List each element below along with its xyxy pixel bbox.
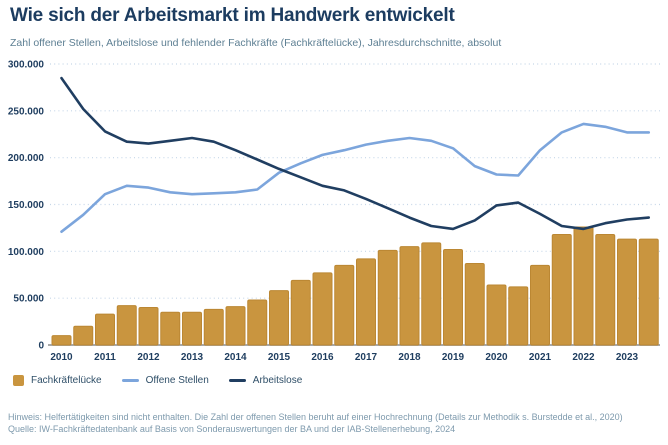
y-tick-label: 200.000: [8, 153, 45, 164]
bar-fachkraefteluecke-2012-h2: [160, 311, 181, 346]
bar-fachkraefteluecke-2010-h1: [51, 335, 72, 346]
y-tick-label: 0: [38, 341, 44, 352]
legend-item-fachkraefteluecke: Fachkräftelücke: [13, 375, 102, 386]
bar-fachkraefteluecke-2023-h2: [638, 238, 659, 346]
footnote-hinweis: Hinweis: Helfertätigkeiten sind nicht en…: [8, 412, 623, 422]
legend: Fachkräftelücke Offene Stellen Arbeitslo…: [13, 375, 302, 386]
bar-fachkraefteluecke-2015-h2: [290, 279, 311, 346]
x-tick-label-2010: 2010: [50, 352, 73, 363]
line-arbeitslose: [60, 76, 651, 231]
bar-fachkraefteluecke-2022-h1: [573, 226, 594, 346]
bar-fachkraefteluecke-2011-h1: [95, 313, 115, 346]
y-tick-label: 100.000: [8, 247, 45, 258]
x-tick-label-2020: 2020: [485, 352, 508, 363]
bar-fachkraefteluecke-2022-h2: [595, 233, 616, 346]
x-tick-label-2022: 2022: [572, 352, 595, 363]
legend-label: Offene Stellen: [145, 375, 209, 386]
bar-fachkraefteluecke-2015-h1: [269, 290, 289, 346]
legend-label: Arbeitslose: [252, 375, 303, 386]
bar-fachkraefteluecke-2018-h1: [399, 246, 420, 346]
x-tick-label-2018: 2018: [398, 352, 421, 363]
x-tick-label-2013: 2013: [181, 352, 204, 363]
bar-fachkraefteluecke-2019-h1: [443, 248, 463, 346]
y-tick-label: 250.000: [8, 106, 45, 117]
bar-fachkraefteluecke-2018-h2: [421, 242, 442, 346]
chart-canvas: 0 50.000 100.000 150.000 200.000 250.000 300.0…: [8, 60, 660, 363]
bar-fachkraefteluecke-2017-h1: [356, 258, 376, 346]
page-title: Wie sich der Arbeitsmarkt im Handwerk en…: [10, 5, 455, 26]
chart-subtitle: Zahl offener Stellen, Arbeitslose und fe…: [10, 37, 502, 49]
bar-fachkraefteluecke-2020-h1: [486, 284, 507, 346]
bar-fachkraefteluecke-2016-h1: [312, 272, 333, 346]
bar-fachkraefteluecke-2023-h1: [617, 238, 637, 346]
bar-fachkraefteluecke-2013-h1: [182, 311, 202, 346]
bar-swatch-icon: [13, 375, 24, 386]
x-tick-label-2012: 2012: [137, 352, 160, 363]
x-tick-label-2021: 2021: [529, 352, 552, 363]
legend-label: Fachkräftelücke: [31, 375, 102, 386]
legend-item-offene-stellen: Offene Stellen: [121, 375, 209, 386]
bar-fachkraefteluecke-2013-h2: [203, 308, 224, 346]
bar-fachkraefteluecke-2019-h2: [464, 263, 485, 346]
bar-fachkraefteluecke-2021-h2: [551, 233, 572, 346]
y-tick-label: 300.000: [8, 60, 45, 71]
bar-fachkraefteluecke-2012-h1: [138, 307, 159, 346]
footnotes: Hinweis: Helfertätigkeiten sind nicht en…: [8, 412, 664, 435]
x-tick-label-2016: 2016: [311, 352, 334, 363]
footnote-quelle: Quelle: IW-Fachkräftedatenbank auf Basis…: [8, 423, 456, 434]
bar-fachkraefteluecke-2011-h2: [116, 305, 137, 346]
x-tick-label-2015: 2015: [268, 352, 291, 363]
bar-fachkraefteluecke-2014-h2: [247, 299, 268, 346]
y-tick-label: 50.000: [13, 294, 44, 305]
x-tick-label-2023: 2023: [616, 352, 639, 363]
bar-fachkraefteluecke-2016-h2: [334, 264, 355, 346]
bar-fachkraefteluecke-2020-h2: [508, 286, 529, 346]
x-tick-label-2017: 2017: [355, 352, 378, 363]
bar-fachkraefteluecke-2017-h2: [377, 249, 398, 346]
x-tick-label-2019: 2019: [442, 352, 465, 363]
x-tick-label-2014: 2014: [224, 352, 247, 363]
bar-fachkraefteluecke-2014-h1: [225, 306, 246, 346]
bar-fachkraefteluecke-2010-h2: [73, 325, 94, 346]
legend-item-arbeitslose: Arbeitslose: [228, 375, 303, 386]
line-offene-stellen: [60, 122, 651, 233]
line-swatch-icon: [228, 379, 246, 382]
bar-fachkraefteluecke-2021-h1: [530, 264, 550, 346]
x-tick-label-2011: 2011: [94, 352, 116, 363]
line-swatch-icon: [121, 379, 139, 382]
y-tick-label: 150.000: [8, 200, 45, 211]
